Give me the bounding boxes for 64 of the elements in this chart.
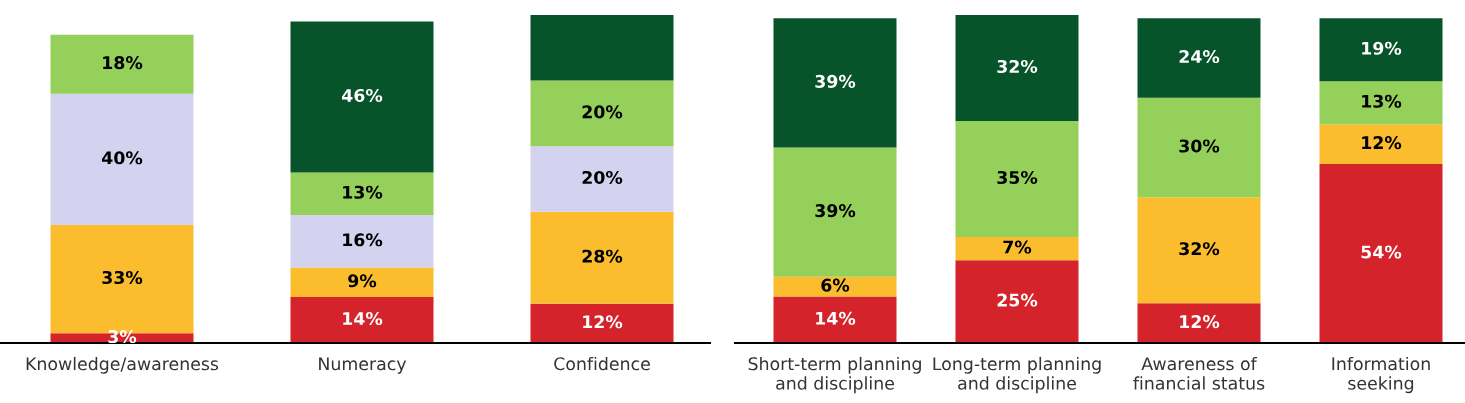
data-label: 9% bbox=[348, 274, 377, 288]
data-label: 46% bbox=[342, 88, 383, 103]
bar bbox=[530, 146, 674, 212]
data-label: 32% bbox=[1179, 242, 1220, 256]
x-tick-label: Awareness of financial status bbox=[1133, 356, 1265, 390]
data-label: 13% bbox=[343, 185, 383, 199]
data-label: 16% bbox=[343, 233, 383, 247]
data-label: 20% bbox=[582, 170, 623, 185]
bar bbox=[1137, 97, 1261, 198]
data-label: 3% bbox=[108, 329, 137, 344]
bar bbox=[50, 93, 194, 225]
data-label: 18% bbox=[103, 56, 143, 70]
x-tick-label: Long-term planning and discipline bbox=[933, 356, 1101, 394]
bar bbox=[50, 34, 194, 94]
data-label: 54% bbox=[1361, 245, 1402, 259]
bar bbox=[290, 172, 434, 216]
bar bbox=[955, 236, 1079, 261]
bar bbox=[530, 15, 674, 81]
bar bbox=[290, 297, 434, 343]
bar bbox=[955, 121, 1079, 237]
bar bbox=[1137, 303, 1261, 343]
bar bbox=[1137, 18, 1261, 98]
data-label: 32% bbox=[997, 59, 1038, 74]
bar bbox=[1319, 18, 1443, 82]
data-label: 6% bbox=[821, 278, 850, 292]
x-tick-label: Short-term planning and discipline bbox=[748, 356, 921, 394]
bar bbox=[290, 267, 434, 298]
bar bbox=[290, 21, 434, 173]
data-label: 24% bbox=[1179, 49, 1220, 64]
data-label: 40% bbox=[102, 151, 143, 165]
bar bbox=[290, 215, 434, 268]
bar bbox=[1319, 81, 1443, 125]
bar bbox=[1319, 164, 1443, 343]
data-label: 30% bbox=[1179, 139, 1220, 153]
x-tick-label: Numeracy bbox=[319, 357, 407, 374]
data-label: 7% bbox=[1003, 240, 1032, 254]
bar bbox=[773, 18, 897, 148]
data-label: 12% bbox=[583, 315, 623, 329]
x-tick-label: Knowledge/awareness bbox=[26, 356, 219, 374]
data-label: 39% bbox=[815, 74, 856, 88]
data-label: 14% bbox=[816, 311, 856, 325]
bar bbox=[1137, 197, 1261, 304]
data-label: 33% bbox=[102, 270, 143, 285]
data-label: 12% bbox=[1180, 315, 1220, 329]
bar bbox=[530, 303, 674, 343]
x-tick-label: Information seeking bbox=[1332, 356, 1430, 394]
data-label: 14% bbox=[343, 311, 383, 326]
bar bbox=[530, 80, 674, 147]
bar bbox=[955, 260, 1079, 343]
bar bbox=[773, 147, 897, 277]
bar bbox=[955, 15, 1079, 122]
data-label: 12% bbox=[1362, 136, 1402, 150]
data-label: 28% bbox=[582, 249, 623, 263]
x-tick-label: Confidence bbox=[554, 356, 650, 371]
bar bbox=[1319, 124, 1443, 165]
data-label: 25% bbox=[997, 293, 1038, 307]
bar bbox=[773, 276, 897, 297]
data-label: 39% bbox=[815, 204, 856, 218]
data-label: 13% bbox=[1362, 94, 1402, 108]
bar bbox=[530, 211, 674, 304]
data-label: 19% bbox=[1362, 41, 1402, 55]
bar bbox=[773, 296, 897, 343]
data-label: 20% bbox=[582, 105, 623, 119]
data-label: 35% bbox=[997, 170, 1038, 185]
